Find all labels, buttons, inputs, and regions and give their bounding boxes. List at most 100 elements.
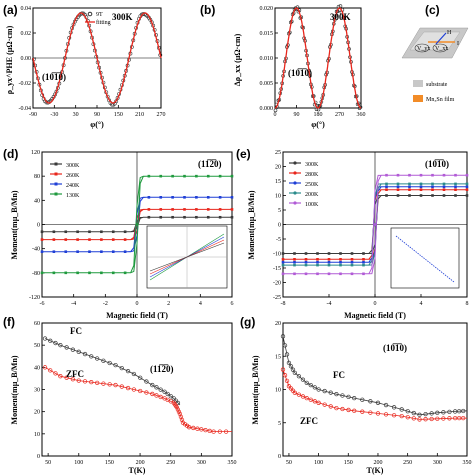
g-point-FC: [288, 364, 294, 369]
e-ytick-label: 15: [275, 179, 281, 185]
f-point-ZFC: [76, 378, 81, 383]
f-xtick-label: 250: [166, 460, 175, 466]
b-xtick-label: 90: [294, 112, 300, 118]
g-point-ZFC: [447, 416, 452, 421]
g-point-FC: [375, 400, 381, 405]
d-marker-300K: [100, 230, 103, 234]
e-marker-280K: [419, 188, 423, 191]
c-film-shape: [409, 31, 461, 51]
a-xtick-label: 270: [157, 112, 166, 118]
d-marker-130K: [88, 271, 91, 275]
e-legend-280K: 280K: [305, 172, 319, 178]
d-legend-marker: [54, 182, 58, 186]
g-point-ZFC: [441, 416, 446, 421]
a-ytick-label: -0.04: [19, 106, 32, 112]
d-legend-300K: 300K: [66, 163, 80, 169]
e-marker-250K: [396, 185, 400, 189]
g-point-FC: [284, 352, 290, 357]
g-point-FC: [461, 408, 466, 414]
d-marker-240K: [88, 250, 91, 253]
b-ylabel: Δρ_xx (μΩ·cm): [233, 33, 242, 86]
e-marker-100K: [454, 173, 457, 177]
e-legend-100K: 100K: [305, 202, 319, 208]
a-ytick-label: -0.02: [19, 81, 32, 87]
g-ytick-label: 15: [275, 354, 281, 360]
d-marker-300K: [111, 230, 115, 234]
f-point-ZFC: [144, 390, 149, 395]
e-marker-250K: [316, 260, 319, 264]
e-marker-280K: [327, 258, 331, 261]
e-legend-300K: 300K: [305, 162, 319, 168]
d-marker-130K: [52, 271, 56, 275]
f-point-ZFC: [186, 425, 192, 430]
d-marker-130K: [111, 271, 115, 275]
f-point-ZFC: [131, 387, 137, 392]
f-point-ZFC: [211, 429, 216, 434]
d-marker-240K: [52, 250, 56, 253]
e-marker-250K: [454, 185, 457, 189]
e-marker-100K: [442, 173, 446, 177]
g-point-ZFC: [461, 415, 466, 421]
e-marker-300K: [431, 194, 434, 197]
d-series-300K: [42, 216, 232, 233]
d-marker-300K: [195, 215, 198, 219]
f-ytick-label: 50: [34, 343, 40, 349]
g-point-FC: [360, 397, 365, 402]
d-series-130K: [42, 175, 232, 274]
c-substrate-label: substrate: [426, 82, 448, 88]
f-point-ZFC: [119, 384, 124, 389]
b-ytick-label: 0.005: [260, 81, 274, 87]
g-point-ZFC: [280, 367, 286, 372]
b-xtick-label: 360: [357, 112, 366, 118]
g-xtick-label: 200: [373, 460, 382, 466]
e-xtick-label: 4: [420, 301, 423, 307]
g-point-ZFC: [411, 416, 416, 421]
f-point-ZFC: [89, 379, 94, 385]
c-field-label: H: [447, 30, 452, 36]
g-point-ZFC: [399, 413, 404, 419]
f-point-ZFC: [70, 377, 76, 382]
a-legend-marker: [87, 11, 93, 17]
f-point-FC: [64, 345, 69, 350]
d-legend-240K: 240K: [66, 183, 80, 189]
g-point-ZFC: [296, 392, 302, 397]
e-marker-250K: [281, 260, 285, 264]
a-ytick-label: 0.00: [21, 56, 32, 62]
e-legend-250K: 250K: [305, 182, 319, 188]
e-marker-300K: [396, 194, 400, 197]
e-xtick-label: -4: [327, 301, 332, 307]
e-inset: [390, 227, 460, 289]
e-xtick-label: 8: [466, 301, 469, 307]
f-point-ZFC: [195, 426, 200, 431]
f-point-FC: [168, 394, 173, 399]
c-film-swatch: [413, 95, 423, 102]
d-legend-marker: [54, 172, 58, 176]
g-point-FC: [340, 393, 345, 398]
f-xtick-label: 150: [105, 460, 114, 466]
e-marker-300K: [350, 252, 354, 255]
d-marker-130K: [76, 271, 79, 275]
f-point-FC: [58, 343, 63, 348]
e-marker-100K: [304, 272, 308, 276]
e-marker-300K: [339, 252, 342, 255]
e-marker-300K: [316, 252, 319, 255]
a-legend-9T: 9T: [96, 12, 103, 18]
f-point-FC: [131, 371, 137, 377]
e-series-300K: [283, 195, 467, 254]
e-legend-200K: 200K: [305, 192, 319, 198]
d-marker-300K: [159, 215, 163, 219]
g-point-FC: [292, 370, 298, 376]
e-marker-280K: [304, 258, 308, 261]
d-marker-260K: [230, 208, 234, 211]
f-point-ZFC: [113, 382, 118, 388]
g-point-FC: [304, 380, 309, 386]
d-marker-130K: [40, 271, 44, 275]
e-marker-300K: [442, 194, 446, 197]
d-marker-240K: [159, 196, 163, 199]
e-marker-280K: [362, 258, 365, 261]
f-point-ZFC: [207, 428, 212, 434]
a-direction: (10̅1̅0): [42, 72, 66, 82]
d-xlabel: Magnetic field (T): [106, 311, 168, 320]
e-marker-100K: [396, 173, 400, 177]
e-marker-100K: [362, 272, 365, 276]
